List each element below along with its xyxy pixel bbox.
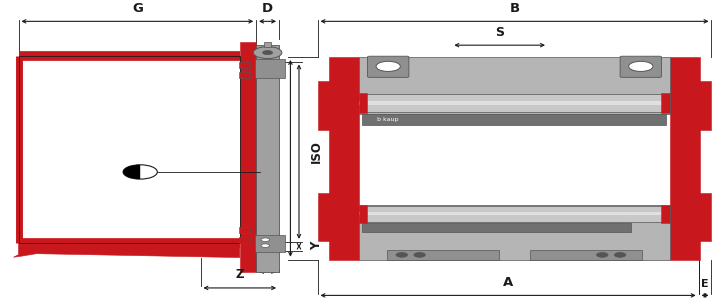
Bar — [359, 206, 670, 222]
Bar — [239, 237, 250, 243]
Bar — [388, 250, 500, 260]
Circle shape — [253, 47, 282, 59]
Bar — [19, 56, 240, 243]
Text: Z: Z — [235, 268, 244, 282]
Bar — [661, 205, 670, 223]
Text: b kaup: b kaup — [377, 117, 398, 122]
Bar — [363, 114, 666, 125]
Bar — [317, 193, 330, 241]
Bar — [359, 101, 670, 105]
Bar — [699, 193, 711, 241]
Circle shape — [123, 165, 157, 179]
Text: E: E — [701, 279, 709, 289]
Bar — [256, 45, 279, 272]
Circle shape — [262, 51, 272, 55]
Bar — [670, 57, 700, 260]
Circle shape — [261, 244, 270, 247]
Circle shape — [628, 61, 653, 71]
Circle shape — [396, 253, 408, 257]
Bar — [239, 227, 250, 233]
Bar — [239, 72, 250, 78]
Text: V: V — [263, 252, 272, 265]
Text: ISO: ISO — [310, 140, 322, 163]
Bar — [699, 81, 711, 130]
Text: B: B — [509, 2, 520, 15]
Bar — [264, 42, 271, 47]
Bar — [359, 205, 368, 223]
Polygon shape — [14, 242, 240, 257]
Circle shape — [414, 253, 425, 257]
Bar — [317, 81, 330, 130]
Text: G: G — [132, 2, 143, 15]
Circle shape — [596, 253, 608, 257]
Bar — [240, 42, 256, 272]
Bar — [239, 62, 250, 67]
FancyBboxPatch shape — [368, 56, 409, 77]
Bar — [530, 250, 641, 260]
FancyBboxPatch shape — [620, 56, 661, 77]
Bar — [359, 57, 670, 114]
Bar — [359, 94, 670, 112]
Bar — [19, 56, 240, 243]
Bar — [661, 93, 670, 113]
Wedge shape — [123, 165, 140, 179]
Bar — [255, 59, 285, 78]
Circle shape — [261, 238, 270, 241]
Circle shape — [376, 61, 400, 71]
Text: S: S — [495, 26, 504, 38]
Text: A: A — [503, 276, 513, 289]
Bar — [329, 57, 359, 260]
Bar — [363, 223, 631, 232]
Text: ISO: ISO — [267, 147, 280, 170]
Bar — [255, 235, 285, 252]
Bar — [359, 212, 670, 215]
Circle shape — [614, 253, 626, 257]
Bar — [359, 93, 368, 113]
Text: D: D — [262, 2, 273, 15]
Bar — [359, 205, 670, 260]
Text: Y: Y — [310, 242, 322, 250]
